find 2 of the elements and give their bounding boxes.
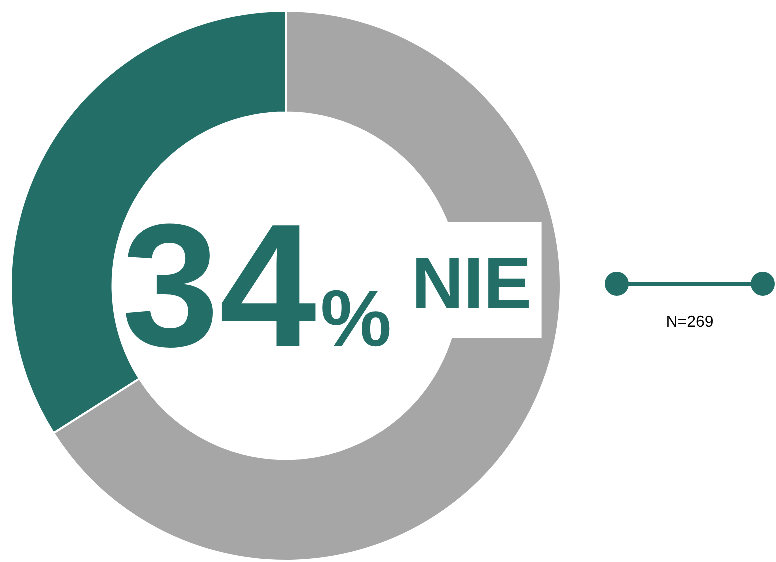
- text: N=269: [665, 314, 715, 332]
- text: 34% NIE: [122, 189, 532, 384]
